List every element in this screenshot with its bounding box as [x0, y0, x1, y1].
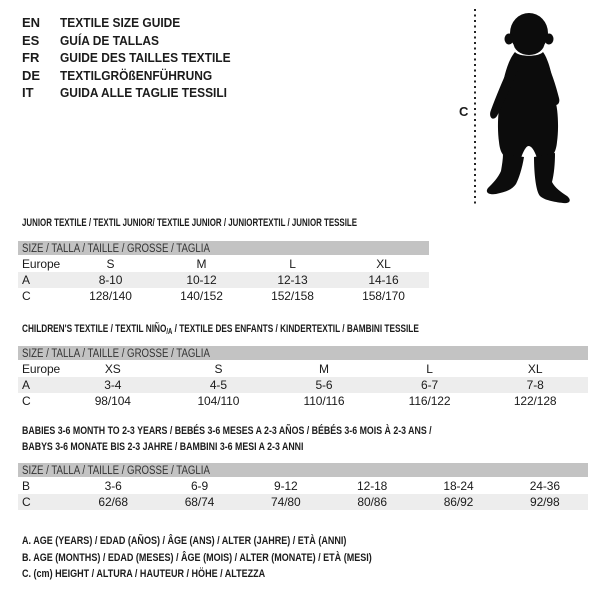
size-header-bar: SIZE / TALLA / TAILLE / GRÖSSE / TAGLIA: [18, 346, 588, 360]
size-header-bar: SIZE / TALLA / TAILLE / GRÖSSE / TAGLIA: [18, 241, 429, 255]
language-code: IT: [22, 85, 34, 100]
language-row: EN TEXTILE SIZE GUIDE: [22, 14, 245, 32]
size-cell: 9-12: [274, 479, 298, 493]
row-label: B: [22, 479, 30, 493]
size-cell: 3-6: [104, 479, 122, 493]
babies-table-rows: B 3-6 6-9 9-12 12-18 18-24 24-36 C 62/68 68/74 74/…: [18, 478, 588, 510]
row-label: C: [22, 394, 31, 408]
junior-section-title: JUNIOR TEXTILE / TEXTIL JUNIOR/ TEXTILE …: [22, 217, 358, 229]
table-row: B 3-6 6-9 9-12 12-18 18-24 24-36: [18, 478, 588, 494]
language-code: FR: [22, 50, 40, 65]
language-row: IT GUIDA ALLE TAGLIE TESSILI: [22, 84, 245, 102]
size-cell: XL: [527, 362, 543, 376]
size-cell: M: [196, 257, 207, 271]
size-cell: 24-36: [529, 479, 560, 493]
table-row: C 62/68 68/74 74/80 80/86 86/92 92/98: [18, 494, 588, 510]
size-cell: 98/104: [94, 394, 131, 408]
table-row: A 3-4 4-5 5-6 6-7 7-8: [18, 377, 588, 393]
table-row: Europe XS S M L XL: [18, 361, 588, 377]
size-cell: 18-24: [443, 479, 474, 493]
babies-title-line2: BABYS 3-6 MONATE BIS 2-3 JAHRE / BAMBINI…: [22, 441, 304, 453]
footnote-age-years: A. AGE (YEARS) / EDAD (AÑOS) / ÂGE (ANS)…: [22, 535, 347, 547]
size-cell: XL: [376, 257, 391, 271]
toddler-silhouette-icon: [486, 13, 570, 204]
height-marker-label: C: [459, 104, 469, 119]
footnote-age-months: B. AGE (MONTHS) / EDAD (MESES) / ÂGE (MO…: [22, 551, 372, 564]
size-cell: 4-5: [209, 378, 227, 392]
size-header-label: SIZE / TALLA / TAILLE / GRÖSSE / TAGLIA: [22, 348, 210, 360]
size-header-bar: SIZE / TALLA / TAILLE / GRÖSSE / TAGLIA: [18, 463, 588, 477]
size-cell: 110/116: [303, 394, 345, 408]
language-header: EN TEXTILE SIZE GUIDE ES GUÍA DE TALLAS …: [22, 14, 245, 102]
size-cell: 68/74: [184, 495, 215, 509]
size-header-label: SIZE / TALLA / TAILLE / GRÖSSE / TAGLIA: [22, 243, 210, 255]
size-cell: 152/158: [271, 289, 314, 303]
size-cell: L: [289, 257, 296, 271]
children-title-subscript: /A: [166, 327, 173, 336]
table-row: C 128/140 140/152 152/158 158/170: [18, 288, 429, 304]
children-section-title: CHILDREN'S TEXTILE / TEXTIL NIÑO/A / TEX…: [22, 321, 419, 340]
language-row: FR GUIDE DES TAILLES TEXTILE: [22, 49, 245, 67]
size-cell: 12-13: [277, 273, 308, 287]
language-code: EN: [22, 15, 41, 30]
row-label: C: [22, 289, 31, 303]
height-marker-dotted-line: [474, 9, 476, 207]
size-cell: 122/128: [513, 394, 557, 408]
language-code: DE: [22, 67, 41, 83]
size-cell: 6-9: [190, 479, 209, 493]
size-cell: 116/122: [408, 394, 451, 408]
babies-section-title: BABIES 3-6 MONTH TO 2-3 YEARS / BEBÉS 3-…: [22, 423, 432, 455]
row-label: Europe: [22, 362, 61, 376]
size-cell: 86/92: [443, 495, 474, 509]
size-cell: 8-10: [98, 273, 123, 287]
babies-title-line1: BABIES 3-6 MONTH TO 2-3 YEARS / BEBÉS 3-…: [22, 425, 432, 437]
language-row: ES GUÍA DE TALLAS: [22, 32, 245, 50]
language-title: TEXTILE SIZE GUIDE: [60, 15, 181, 30]
size-cell: 3-4: [104, 378, 122, 392]
size-cell: M: [319, 362, 329, 376]
size-cell: 158/170: [362, 289, 405, 303]
size-header-label: SIZE / TALLA / TAILLE / GRÖSSE / TAGLIA: [22, 465, 210, 477]
language-row: DE TEXTILGRÖßENFÜHRUNG: [22, 67, 245, 85]
children-size-table: SIZE / TALLA / TAILLE / GRÖSSE / TAGLIA …: [18, 346, 588, 409]
language-title: GUÍA DE TALLAS: [60, 32, 160, 48]
size-cell: 140/152: [180, 289, 223, 303]
size-cell: 92/98: [530, 495, 560, 509]
table-row: A 8-10 10-12 12-13 14-16: [18, 272, 429, 288]
size-cell: 74/80: [271, 495, 301, 509]
language-title: GUIDE DES TAILLES TEXTILE: [60, 50, 231, 65]
size-cell: 104/110: [197, 394, 240, 408]
size-cell: S: [214, 362, 223, 376]
row-label: C: [22, 495, 31, 509]
junior-table-rows: Europe S M L XL A 8-10 10-12 12-13 14-16 C 128/140 1…: [18, 256, 429, 304]
language-title: TEXTILGRÖßENFÜHRUNG: [60, 67, 213, 83]
children-title-text: / TEXTILE DES ENFANTS / KINDERTEXTIL / B…: [172, 323, 419, 335]
row-label: A: [22, 273, 30, 287]
size-cell: 80/86: [357, 495, 387, 509]
size-cell: 62/68: [98, 495, 128, 509]
footnote-height: C. (cm) HEIGHT / ALTURA / HAUTEUR / HÖHE…: [22, 568, 266, 580]
size-cell: 7-8: [526, 378, 544, 392]
size-cell: 14-16: [368, 273, 399, 287]
junior-size-table: SIZE / TALLA / TAILLE / GRÖSSE / TAGLIA …: [18, 241, 429, 304]
size-cell: 12-18: [357, 479, 388, 493]
size-cell: 5-6: [315, 378, 333, 392]
language-code: ES: [22, 32, 40, 48]
footnotes: A. AGE (YEARS) / EDAD (AÑOS) / ÂGE (ANS)…: [22, 533, 449, 583]
children-table-rows: Europe XS S M L XL A 3-4 4-5 5-6 6-7 7-8 C 98/104 104/…: [18, 361, 588, 409]
babies-size-table: SIZE / TALLA / TAILLE / GRÖSSE / TAGLIA …: [18, 463, 588, 510]
row-label: A: [22, 378, 30, 392]
size-cell: L: [426, 362, 433, 376]
size-cell: S: [106, 257, 115, 271]
children-title-text: CHILDREN'S TEXTILE / TEXTIL NIÑO: [22, 323, 167, 335]
row-label: Europe: [22, 257, 61, 271]
table-row: Europe S M L XL: [18, 256, 429, 272]
size-cell: XS: [104, 362, 121, 376]
size-cell: 6-7: [421, 378, 439, 392]
size-cell: 10-12: [186, 273, 217, 287]
size-cell: 128/140: [89, 289, 132, 303]
table-row: C 98/104 104/110 110/116 116/122 122/128: [18, 393, 588, 409]
language-title: GUIDA ALLE TAGLIE TESSILI: [60, 85, 228, 100]
